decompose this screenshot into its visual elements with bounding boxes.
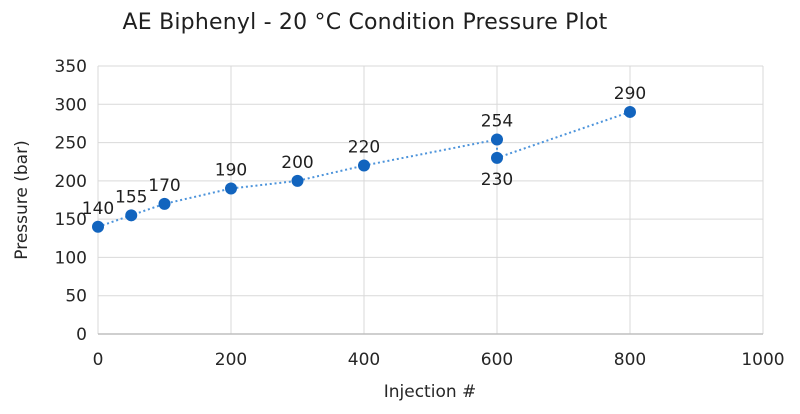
data-point: [158, 197, 171, 210]
data-point-label: 230: [481, 170, 513, 190]
data-point: [125, 209, 138, 222]
data-series: [92, 105, 636, 233]
data-point-label: 155: [115, 187, 147, 207]
y-tick-label: 150: [55, 210, 87, 230]
data-point-label: 254: [481, 112, 513, 132]
data-point-label: 190: [215, 161, 247, 181]
data-point: [225, 182, 237, 195]
x-tick-label: 1000: [741, 350, 784, 370]
y-tick-label: 250: [55, 134, 87, 154]
x-axis-title: Injection #: [384, 382, 477, 402]
data-point: [491, 133, 503, 146]
y-tick-label: 350: [55, 57, 87, 77]
data-point-label: 200: [281, 153, 313, 173]
y-tick-label: 0: [76, 325, 87, 345]
data-point: [92, 220, 104, 233]
x-tick-label: 0: [93, 350, 104, 370]
data-point-label: 290: [614, 84, 646, 104]
gridlines: [97, 65, 764, 334]
x-tick-label: 800: [614, 350, 646, 370]
data-point: [291, 174, 304, 187]
y-axis-title: Pressure (bar): [12, 140, 32, 259]
data-point-label: 170: [148, 176, 180, 196]
data-point: [491, 151, 503, 164]
data-point: [358, 159, 370, 172]
x-tick-label: 600: [481, 350, 513, 370]
y-tick-label: 300: [55, 95, 87, 115]
data-point-label: 140: [82, 199, 114, 219]
x-tick-label: 400: [348, 350, 380, 370]
y-tick-label: 100: [55, 248, 87, 268]
x-tick-label: 200: [215, 350, 247, 370]
y-tick-label: 50: [65, 287, 87, 307]
y-tick-label: 200: [55, 172, 87, 192]
data-point-label: 220: [348, 138, 380, 158]
chart-title: AE Biphenyl - 20 °C Condition Pressure P…: [122, 10, 608, 35]
data-point: [624, 105, 636, 118]
tick-labels: 0 50 100 150 200 250 300 350 0 200 400 600 800 1000: [55, 57, 785, 370]
